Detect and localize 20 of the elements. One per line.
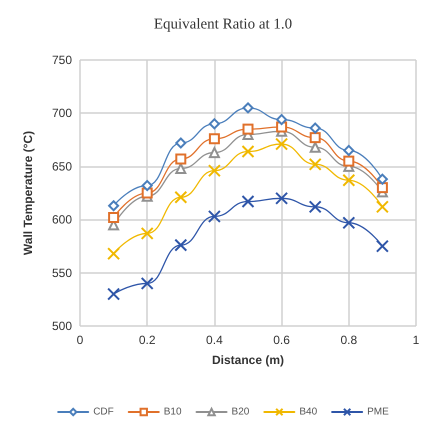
x-tick-label: 1 <box>412 333 420 347</box>
legend-label: PME <box>367 406 390 418</box>
chart-title: Equivalent Ratio at 1.0 <box>154 16 292 32</box>
y-axis-title: Wall Temperature (°C) <box>21 130 35 256</box>
x-tick-label: 0 <box>76 333 84 347</box>
y-tick-label: 500 <box>52 319 72 333</box>
legend-label: CDF <box>93 406 114 418</box>
legend-label: B20 <box>232 406 250 418</box>
y-tick-label: 550 <box>52 266 72 280</box>
y-tick-label: 600 <box>52 212 72 227</box>
legend-label: B10 <box>164 406 182 418</box>
x-tick-label: 0.4 <box>206 333 224 347</box>
x-axis-title: Distance (m) <box>212 353 284 367</box>
y-tick-label: 650 <box>52 159 72 174</box>
x-tick-label: 0.2 <box>138 333 156 347</box>
y-tick-label: 750 <box>52 53 72 67</box>
legend-label: B40 <box>299 406 318 418</box>
x-tick-label: 0.8 <box>340 333 358 347</box>
y-tick-label: 700 <box>52 106 72 120</box>
x-tick-label: 0.6 <box>273 333 290 347</box>
